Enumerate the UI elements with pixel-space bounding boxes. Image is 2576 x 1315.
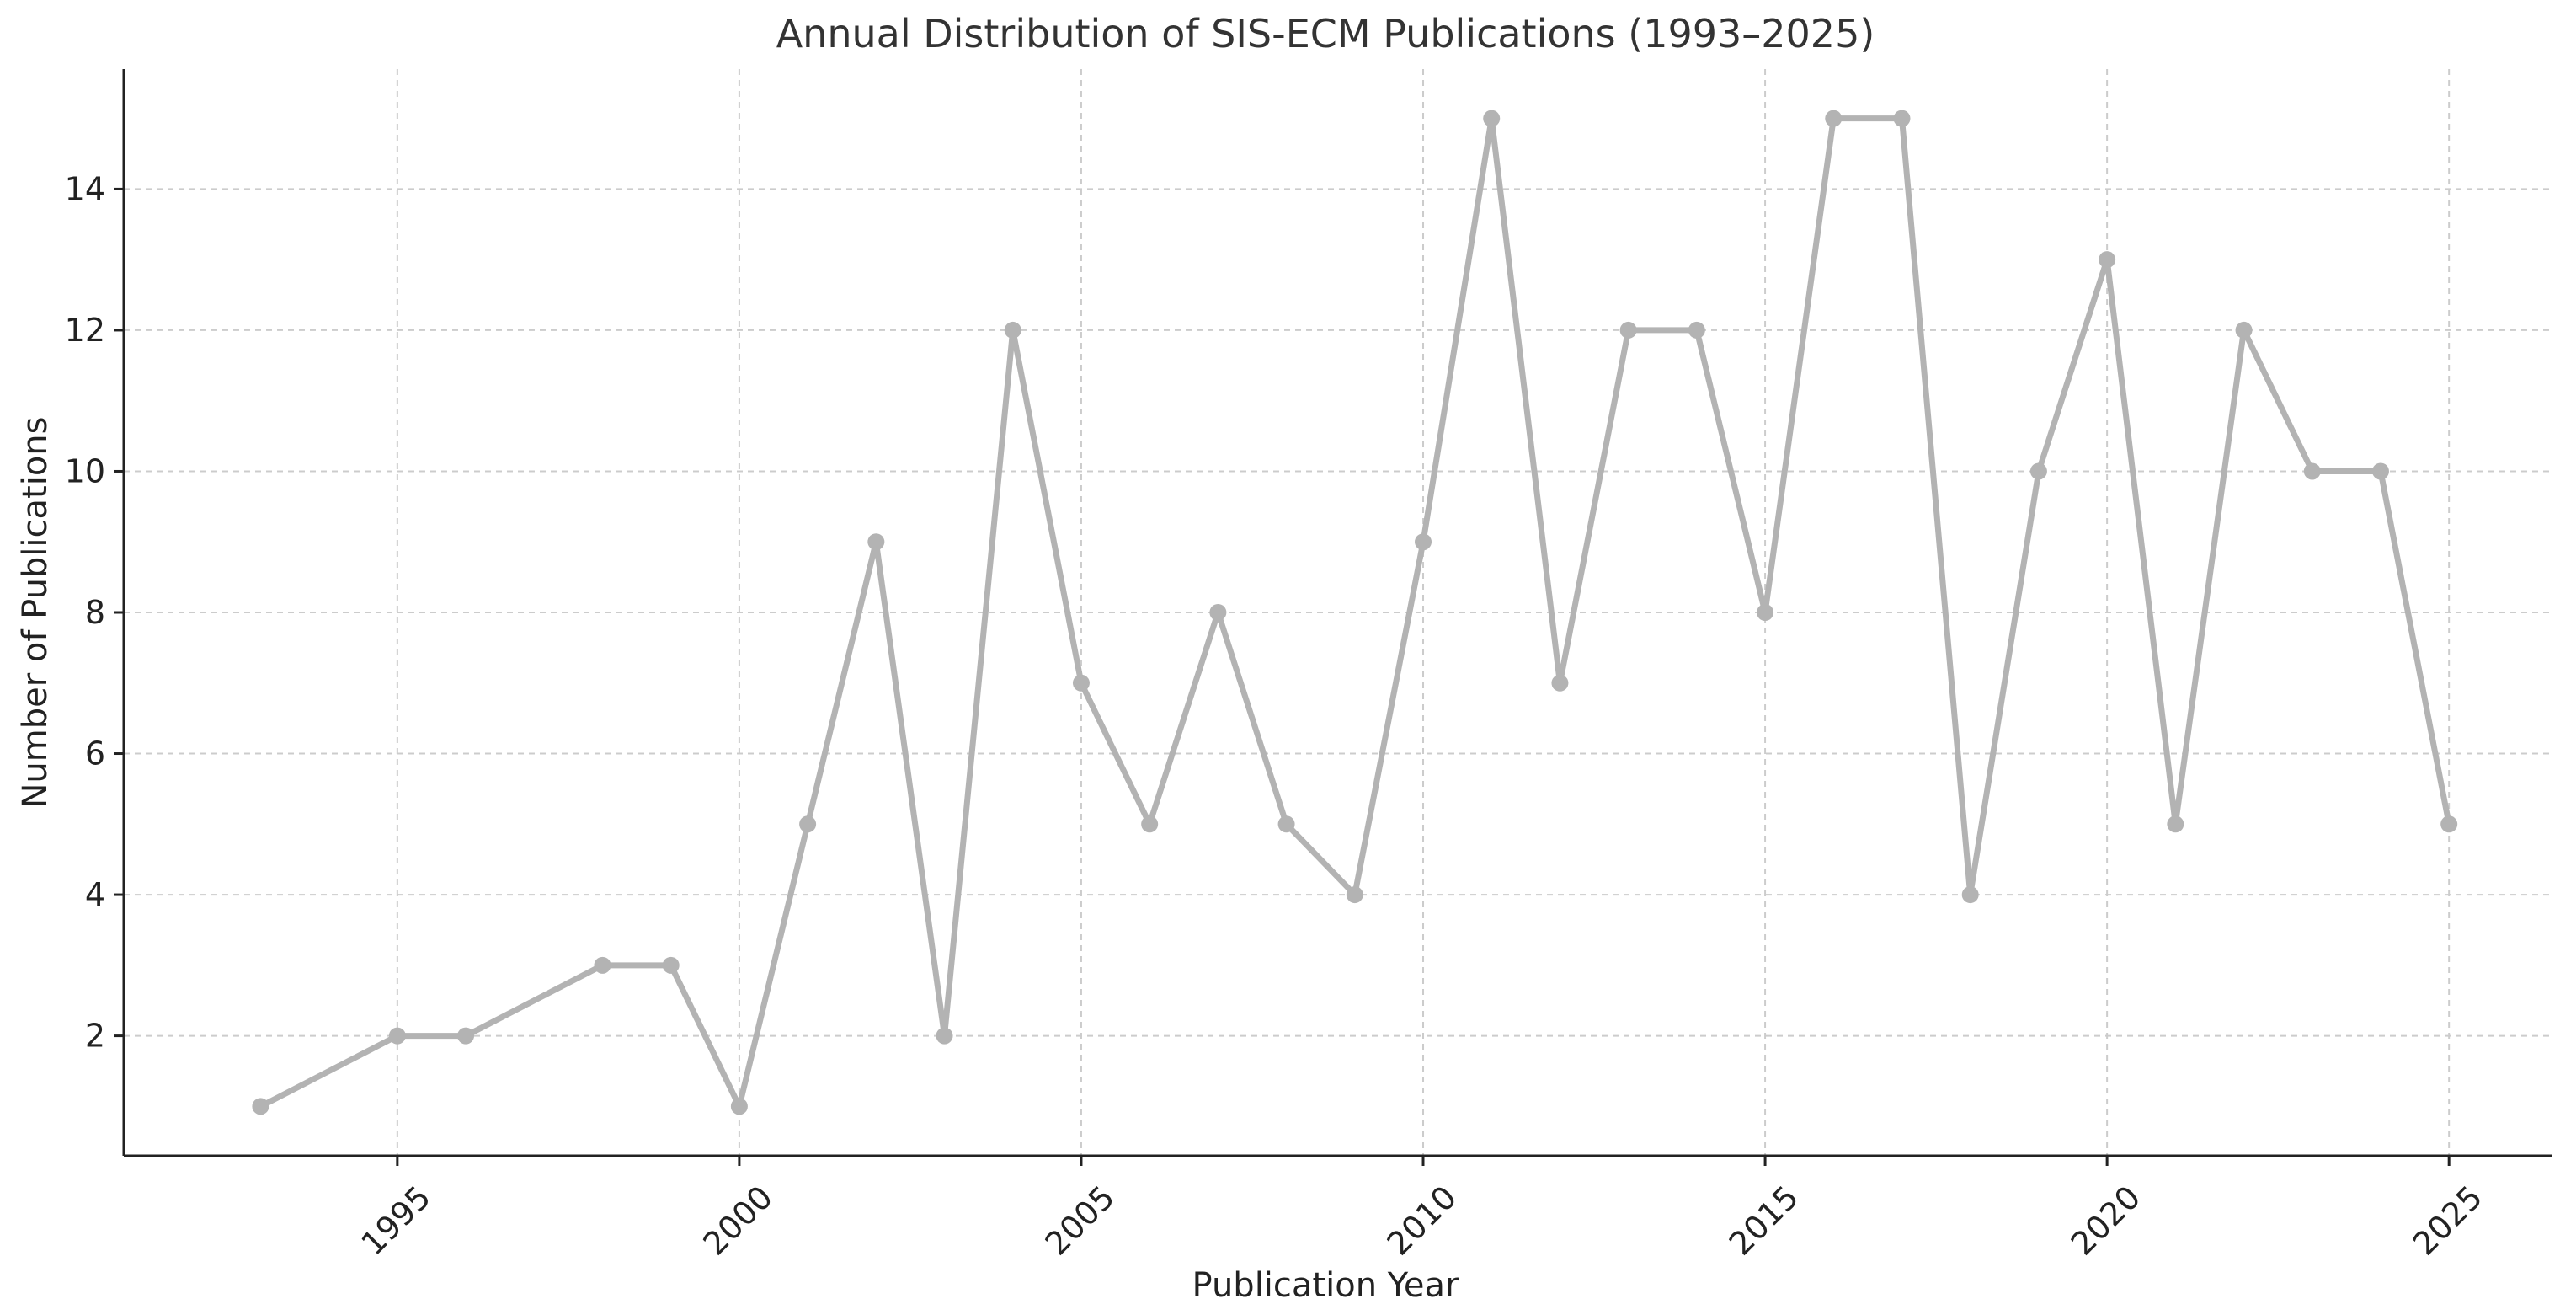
data-point-2024 xyxy=(2371,462,2389,480)
data-point-2016 xyxy=(1825,110,1843,127)
x-tick-label-2025: 2025 xyxy=(2406,1179,2490,1263)
x-tick-label-2010: 2010 xyxy=(1380,1179,1464,1263)
data-point-2013 xyxy=(1619,321,1637,339)
data-point-2021 xyxy=(2167,815,2184,833)
data-point-2008 xyxy=(1277,815,1295,833)
y-axis-label: Number of Publications xyxy=(16,416,55,808)
x-tick-label-2005: 2005 xyxy=(1038,1179,1123,1263)
data-point-2003 xyxy=(936,1027,953,1045)
data-point-2017 xyxy=(1893,110,1911,127)
data-point-2012 xyxy=(1551,674,1569,692)
data-point-2010 xyxy=(1415,533,1432,551)
data-point-1993 xyxy=(252,1098,269,1115)
y-tick-label-2: 2 xyxy=(85,1018,105,1055)
tick-labels: 1995 2000 2005 2010 2015 2020 2025 2 4 6 8 10 12 14 xyxy=(65,170,2490,1262)
x-tick-label-2000: 2000 xyxy=(696,1179,781,1263)
axes xyxy=(114,69,2552,1166)
chart-title: Annual Distribution of SIS-ECM Publicati… xyxy=(776,11,1875,56)
data-point-2009 xyxy=(1346,886,1363,904)
y-tick-label-12: 12 xyxy=(65,312,105,349)
x-axis-label: Publication Year xyxy=(1192,1266,1459,1305)
y-tick-label-6: 6 xyxy=(85,735,105,772)
data-point-1998 xyxy=(594,956,611,974)
data-point-2007 xyxy=(1209,604,1227,621)
data-point-1995 xyxy=(388,1027,406,1045)
data-point-2000 xyxy=(730,1098,748,1115)
y-tick-label-14: 14 xyxy=(65,170,105,207)
data-point-2019 xyxy=(2029,462,2047,480)
x-tick-label-1995: 1995 xyxy=(355,1179,439,1263)
data-point-2004 xyxy=(1004,321,1021,339)
y-tick-label-10: 10 xyxy=(65,452,105,489)
data-point-2020 xyxy=(2099,251,2116,269)
data-point-2002 xyxy=(867,533,885,551)
data-point-2015 xyxy=(1757,604,1774,621)
data-point-1999 xyxy=(662,956,680,974)
grid-lines xyxy=(124,69,2552,1156)
y-tick-label-4: 4 xyxy=(85,876,105,913)
data-point-2018 xyxy=(1961,886,1979,904)
data-point-2005 xyxy=(1072,674,1090,692)
data-point-2001 xyxy=(799,815,817,833)
data-point-2014 xyxy=(1688,321,1705,339)
data-point-1996 xyxy=(457,1027,475,1045)
data-point-2006 xyxy=(1141,815,1159,833)
data-point-2022 xyxy=(2235,321,2253,339)
data-series xyxy=(252,110,2458,1115)
data-point-2011 xyxy=(1483,110,1501,127)
data-point-2023 xyxy=(2303,462,2321,480)
data-point-2025 xyxy=(2440,815,2458,833)
x-tick-label-2015: 2015 xyxy=(1722,1179,1806,1263)
x-tick-label-2020: 2020 xyxy=(2064,1179,2148,1263)
y-tick-label-8: 8 xyxy=(85,594,105,631)
